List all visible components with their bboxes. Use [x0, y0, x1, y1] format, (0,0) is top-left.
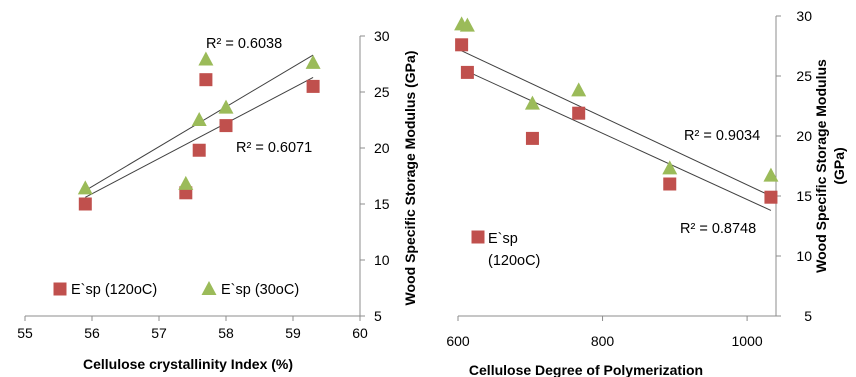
- right-chart: Cellulose Degree of Polymerization 600 80…: [446, 8, 847, 377]
- trendline-series-1: [461, 50, 772, 197]
- data-point-triangle: [198, 51, 214, 66]
- data-point-square: [306, 79, 320, 93]
- data-point-square: [192, 143, 206, 157]
- data-point-triangle: [218, 99, 234, 114]
- trendline-series-0: [461, 68, 772, 211]
- y-tick-label: 10: [796, 248, 812, 264]
- data-point-triangle: [524, 95, 540, 110]
- x-tick-label: 59: [285, 325, 301, 341]
- left-chart: Cellulose crystallinity Index (%) Wood S…: [17, 28, 418, 372]
- legend-square-marker: [471, 230, 485, 244]
- x-tick-label: 56: [84, 325, 100, 341]
- data-point-square: [460, 65, 474, 79]
- legend-square-marker: [53, 282, 67, 296]
- y-tick-label: 5: [804, 308, 812, 324]
- right-x-axis-title: Cellulose Degree of Polymerization: [469, 362, 703, 377]
- data-point-square: [78, 197, 92, 211]
- r-squared-label: R² = 0.8748: [680, 221, 756, 237]
- right-y-axis-title: Wood Specific Storage Modulus (GPa): [813, 59, 847, 273]
- legend-label: E`sp (120oC): [488, 231, 540, 269]
- left-x-axis-title-group: Cellulose crystallinity Index (%): [83, 356, 293, 372]
- right-x-axis-title-group: Cellulose Degree of Polymerization: [469, 362, 703, 377]
- data-point-square: [764, 190, 778, 204]
- data-point-square: [663, 177, 677, 191]
- legend-label: E`sp (120oC): [71, 282, 157, 298]
- x-tick-label: 55: [17, 325, 33, 341]
- x-tick-label: 60: [352, 325, 368, 341]
- y-tick-label: 5: [374, 308, 382, 324]
- data-point-triangle: [191, 112, 207, 126]
- y-tick-label: 30: [374, 28, 390, 44]
- data-point-triangle: [459, 17, 475, 32]
- y-tick-label: 25: [796, 68, 812, 84]
- x-tick-label: 800: [591, 333, 615, 349]
- x-tick-label: 600: [446, 333, 470, 349]
- y-tick-label: 15: [374, 196, 390, 212]
- left-y-axis-title: Wood Specific Storage Modulus (GPa): [402, 51, 418, 306]
- y-tick-label: 15: [796, 188, 812, 204]
- data-point-square: [572, 106, 586, 120]
- y-tick-label: 20: [796, 128, 812, 144]
- r-squared-label: R² = 0.6071: [236, 140, 312, 156]
- data-point-triangle: [662, 160, 678, 175]
- data-point-square: [219, 119, 233, 133]
- legend-triangle-marker: [201, 281, 217, 295]
- data-point-square: [455, 38, 469, 52]
- data-point-square: [199, 73, 213, 87]
- data-point-square: [525, 131, 539, 145]
- data-point-triangle: [178, 175, 194, 190]
- data-point-triangle: [571, 82, 587, 97]
- left-x-axis-title: Cellulose crystallinity Index (%): [83, 356, 293, 372]
- r-squared-label: R² = 0.9034: [684, 128, 760, 144]
- data-point-triangle: [77, 180, 93, 195]
- trendline-series-0: [85, 76, 314, 198]
- data-point-triangle: [763, 167, 779, 182]
- y-tick-label: 25: [374, 84, 390, 100]
- x-tick-label: 58: [218, 325, 234, 341]
- legend-label: E`sp (30oC): [221, 282, 299, 298]
- x-tick-label: 57: [151, 325, 167, 341]
- x-tick-label: 1000: [732, 333, 763, 349]
- r-squared-label: R² = 0.6038: [206, 36, 282, 52]
- y-tick-label: 10: [374, 252, 390, 268]
- y-tick-label: 30: [796, 8, 812, 24]
- y-tick-label: 20: [374, 140, 390, 156]
- data-point-triangle: [305, 54, 321, 69]
- left-y-axis-title-group: Wood Specific Storage Modulus (GPa): [402, 51, 418, 306]
